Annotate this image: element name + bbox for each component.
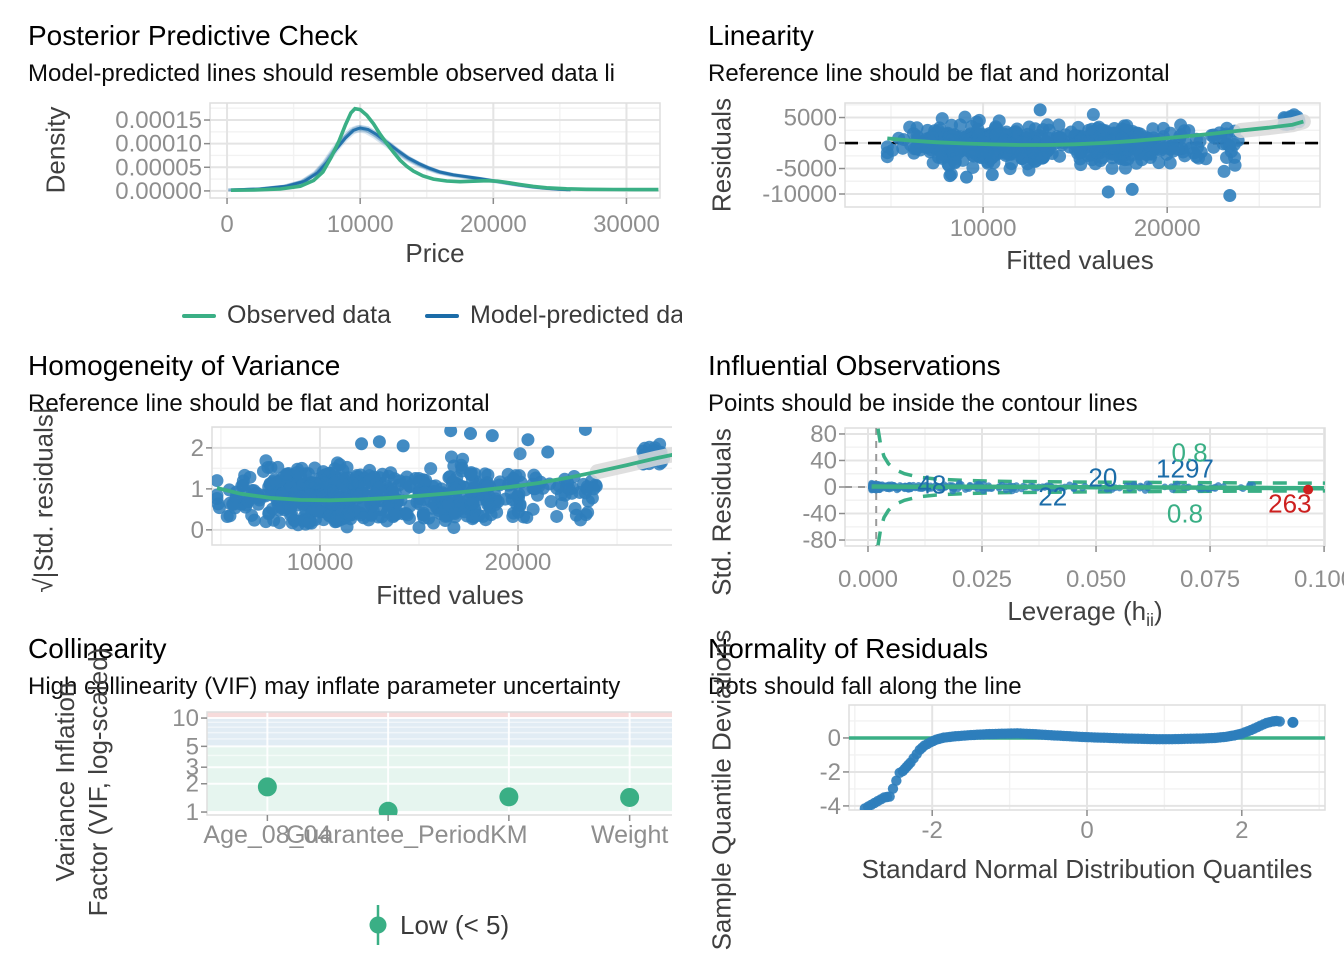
panel-normality-of-residuals: 0 -2 -4 -2 0 2 Normality of Residuals Dots sh… bbox=[672, 622, 1344, 960]
svg-text:0.00010: 0.00010 bbox=[115, 131, 202, 158]
y-axis-title: Residuals bbox=[706, 97, 737, 213]
svg-text:-2: -2 bbox=[820, 759, 841, 786]
panel-homogeneity-of-variance: 2 1 0 10000 20000 Homogeneity of Variance Re… bbox=[0, 340, 672, 622]
svg-text:5: 5 bbox=[186, 733, 199, 760]
svg-text:0: 0 bbox=[1080, 817, 1093, 844]
svg-text:0.00000: 0.00000 bbox=[115, 178, 202, 205]
svg-text:20: 20 bbox=[1088, 463, 1117, 493]
panel-subtitle: Dots should fall along the line bbox=[708, 673, 1022, 700]
panel-title: Linearity bbox=[708, 20, 814, 51]
svg-text:-2: -2 bbox=[922, 817, 943, 844]
svg-text:0.025: 0.025 bbox=[952, 566, 1012, 593]
svg-text:0.075: 0.075 bbox=[1180, 566, 1240, 593]
svg-text:0.00005: 0.00005 bbox=[115, 154, 202, 181]
svg-text:20000: 20000 bbox=[485, 549, 552, 576]
x-axis-title: Leverage (hii) bbox=[1007, 596, 1163, 631]
panel-title: Homogeneity of Variance bbox=[28, 350, 341, 381]
svg-text:80: 80 bbox=[810, 421, 837, 448]
legend-label-predicted: Model-predicted da bbox=[470, 301, 682, 329]
svg-text:10: 10 bbox=[172, 705, 199, 732]
panel-posterior-predictive-check: 0.00015 0.00010 0.00005 0.00000 0 10000 20000 3… bbox=[0, 0, 682, 340]
svg-text:KM: KM bbox=[490, 821, 528, 849]
page-title: Posterior Predictive Check bbox=[28, 20, 358, 51]
svg-text:1: 1 bbox=[191, 476, 204, 503]
svg-text:30000: 30000 bbox=[593, 211, 660, 238]
legend-item-predicted: Model-predicted da bbox=[425, 301, 682, 330]
svg-text:263: 263 bbox=[1268, 489, 1311, 519]
svg-text:0: 0 bbox=[220, 211, 233, 238]
svg-text:10000: 10000 bbox=[327, 211, 394, 238]
svg-text:1: 1 bbox=[186, 799, 199, 826]
vif-legend: Low (< 5) bbox=[368, 902, 509, 948]
svg-text:10000: 10000 bbox=[950, 215, 1017, 242]
panel-subtitle: Reference line should be flat and horizo… bbox=[28, 390, 490, 417]
svg-text:20000: 20000 bbox=[460, 211, 527, 238]
svg-text:Guarantee_Period: Guarantee_Period bbox=[286, 821, 490, 849]
panel-title: Influential Observations bbox=[708, 350, 1001, 381]
svg-text:0: 0 bbox=[824, 474, 837, 501]
svg-text:0: 0 bbox=[191, 517, 204, 544]
panel-subtitle: Model-predicted lines should resemble ob… bbox=[28, 60, 615, 87]
svg-text:-10000: -10000 bbox=[762, 181, 837, 208]
x-axis-title: Fitted values bbox=[376, 580, 524, 610]
svg-text:0: 0 bbox=[824, 130, 837, 157]
svg-text:3: 3 bbox=[186, 754, 199, 781]
svg-text:22: 22 bbox=[1038, 481, 1067, 511]
panel-subtitle: High collinearity (VIF) may inflate para… bbox=[28, 673, 621, 700]
svg-text:10000: 10000 bbox=[287, 549, 354, 576]
svg-text:0.8: 0.8 bbox=[1167, 499, 1203, 529]
y-axis-title: √|Std. residuals| bbox=[28, 407, 59, 593]
homogeneity-chart: 2 1 0 10000 20000 bbox=[191, 426, 672, 576]
normality-qq-chart: 0 -2 -4 -2 0 2 bbox=[820, 704, 1326, 844]
x-axis-title: Standard Normal Distribution Quantiles bbox=[861, 854, 1313, 884]
svg-text:-4: -4 bbox=[820, 793, 841, 820]
panel-title: Normality of Residuals bbox=[708, 633, 989, 664]
svg-text:Weight: Weight bbox=[591, 821, 668, 849]
y-axis-title: Density bbox=[40, 106, 71, 194]
legend-label-low-vif: Low (< 5) bbox=[400, 909, 510, 940]
svg-text:5000: 5000 bbox=[784, 105, 837, 132]
panel-subtitle: Points should be inside the contour line… bbox=[708, 390, 1138, 417]
panel-collinearity: 10 5 3 2 1 Age_08_04 Guarantee_Period KM Weight … bbox=[0, 622, 672, 960]
svg-text:0.050: 0.050 bbox=[1066, 566, 1126, 593]
svg-text:2: 2 bbox=[1235, 817, 1248, 844]
svg-text:0.000: 0.000 bbox=[838, 566, 898, 593]
svg-text:0.00015: 0.00015 bbox=[115, 107, 202, 134]
svg-text:0.8: 0.8 bbox=[1171, 438, 1207, 468]
svg-text:0: 0 bbox=[828, 725, 841, 752]
low-vif-point-key bbox=[369, 905, 387, 945]
x-axis-title: Price bbox=[405, 238, 465, 268]
svg-text:20000: 20000 bbox=[1134, 215, 1201, 242]
svg-text:1297: 1297 bbox=[1156, 453, 1214, 483]
svg-text:2: 2 bbox=[191, 435, 204, 462]
x-axis-title: Fitted values bbox=[1006, 245, 1154, 275]
panel-title: Collinearity bbox=[28, 633, 167, 664]
y-axis-title: Variance Inflation Factor (VIF, log-scal… bbox=[50, 647, 113, 917]
panel-subtitle: Reference line should be flat and horizo… bbox=[708, 60, 1170, 87]
svg-text:-40: -40 bbox=[802, 501, 837, 528]
svg-text:48: 48 bbox=[917, 469, 946, 499]
y-axis-title: Sample Quantile Deviations bbox=[706, 629, 737, 951]
svg-text:-5000: -5000 bbox=[776, 156, 837, 183]
panel-linearity: 5000 0 -5000 -10000 10000 20000 Linearity Ref… bbox=[672, 0, 1344, 340]
ppc-legend: Observed data Model-predicted da bbox=[182, 301, 682, 330]
predicted-line-key bbox=[425, 313, 459, 318]
svg-text:2: 2 bbox=[186, 771, 199, 798]
y-axis-title: Std. Residuals bbox=[706, 428, 737, 596]
svg-text:40: 40 bbox=[810, 447, 837, 474]
observed-line-key bbox=[182, 313, 216, 318]
legend-item-observed: Observed data bbox=[182, 301, 391, 330]
legend-label-observed: Observed data bbox=[227, 301, 391, 329]
svg-text:0.100: 0.100 bbox=[1294, 566, 1344, 593]
svg-text:-80: -80 bbox=[802, 527, 837, 554]
svg-text:Age_08_04: Age_08_04 bbox=[203, 821, 331, 849]
